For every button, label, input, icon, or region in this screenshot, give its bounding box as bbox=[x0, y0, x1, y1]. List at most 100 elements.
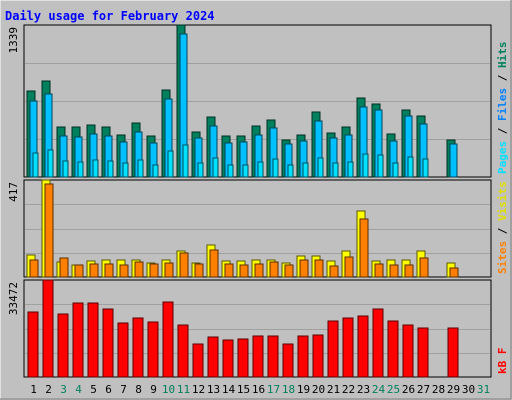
bar-sites-day-9 bbox=[149, 263, 159, 278]
bar-sites-day-5 bbox=[89, 263, 99, 278]
bar-pages-day-23 bbox=[362, 153, 369, 178]
bar-pages-day-15 bbox=[242, 164, 249, 178]
bar-kb-f-day-13 bbox=[207, 336, 219, 378]
x-tick-label-day-13: 13 bbox=[207, 383, 220, 396]
bar-sites-day-26 bbox=[404, 264, 414, 278]
x-tick-label-day-2: 2 bbox=[45, 383, 52, 396]
bar-kb-f-day-27 bbox=[417, 327, 429, 378]
legend-hits: Hits bbox=[496, 42, 509, 69]
bar-sites-day-21 bbox=[329, 265, 339, 278]
bar-sites-day-8 bbox=[134, 261, 144, 278]
bar-kb-f-day-20 bbox=[312, 334, 324, 378]
bar-kb-f-day-6 bbox=[102, 308, 114, 378]
chart-title: Daily usage for February 2024 bbox=[5, 9, 215, 23]
bar-pages-day-6 bbox=[107, 160, 114, 178]
x-tick-label-day-7: 7 bbox=[120, 383, 127, 396]
bar-sites-day-2 bbox=[44, 183, 54, 278]
x-tick-label-day-28: 28 bbox=[432, 383, 445, 396]
bar-kb-f-day-14 bbox=[222, 339, 234, 378]
bar-sites-day-1 bbox=[29, 259, 39, 278]
x-tick-label-day-31: 31 bbox=[477, 383, 490, 396]
bar-kb-f-day-23 bbox=[357, 315, 369, 378]
bar-kb-f-day-16 bbox=[252, 335, 264, 378]
legend-visits: Visits bbox=[496, 181, 509, 221]
x-tick-label-day-11: 11 bbox=[177, 383, 190, 396]
bar-sites-day-23 bbox=[359, 218, 369, 278]
bar-kb-f-day-9 bbox=[147, 321, 159, 378]
bar-kb-f-day-5 bbox=[87, 302, 99, 378]
x-tick-label-day-5: 5 bbox=[90, 383, 97, 396]
bar-sites-day-11 bbox=[179, 252, 189, 278]
x-tick-label-day-1: 1 bbox=[30, 383, 37, 396]
bar-pages-day-12 bbox=[197, 162, 204, 178]
bar-kb-f-day-24 bbox=[372, 308, 384, 378]
bar-kb-f-day-26 bbox=[402, 324, 414, 378]
bar-sites-day-25 bbox=[389, 264, 399, 278]
bar-sites-day-24 bbox=[374, 263, 384, 278]
bar-sites-day-16 bbox=[254, 263, 264, 278]
panel-max-label: 1339 bbox=[7, 27, 20, 54]
x-tick-label-day-3: 3 bbox=[60, 383, 67, 396]
bar-sites-day-13 bbox=[209, 249, 219, 278]
bar-pages-day-5 bbox=[92, 159, 99, 178]
x-tick-label-day-10: 10 bbox=[162, 383, 175, 396]
x-tick-label-day-6: 6 bbox=[105, 383, 112, 396]
x-tick-label-day-30: 30 bbox=[462, 383, 475, 396]
x-tick-label-day-12: 12 bbox=[192, 383, 205, 396]
bar-pages-day-27 bbox=[422, 158, 429, 178]
bar-pages-day-17 bbox=[272, 158, 279, 178]
bar-sites-day-17 bbox=[269, 261, 279, 278]
x-tick-label-day-17: 17 bbox=[267, 383, 280, 396]
bar-pages-day-7 bbox=[122, 162, 129, 178]
legend-separator: / bbox=[496, 221, 509, 241]
bar-sites-day-19 bbox=[299, 259, 309, 278]
bar-pages-day-8 bbox=[137, 159, 144, 178]
bar-pages-day-4 bbox=[77, 161, 84, 178]
bar-pages-day-13 bbox=[212, 157, 219, 178]
legend-files: Files bbox=[496, 88, 509, 121]
bar-kb-f-day-12 bbox=[192, 343, 204, 378]
bar-pages-day-25 bbox=[392, 162, 399, 178]
x-tick-label-day-14: 14 bbox=[222, 383, 236, 396]
panel-legend: Pages / Files / Hits bbox=[496, 42, 509, 175]
bar-kb-f-day-7 bbox=[117, 322, 129, 378]
bar-sites-day-12 bbox=[194, 263, 204, 278]
bar-sites-day-7 bbox=[119, 264, 129, 278]
bar-sites-day-22 bbox=[344, 256, 354, 278]
bar-kb-f-day-8 bbox=[132, 317, 144, 378]
bar-sites-day-3 bbox=[59, 257, 69, 278]
bar-sites-day-14 bbox=[224, 263, 234, 278]
bar-kb-f-day-2 bbox=[42, 279, 54, 378]
bar-sites-day-27 bbox=[419, 257, 429, 278]
x-tick-label-day-8: 8 bbox=[135, 383, 142, 396]
bar-pages-day-24 bbox=[377, 154, 384, 178]
bar-pages-day-9 bbox=[152, 164, 159, 178]
bar-kb-f-day-11 bbox=[177, 324, 189, 378]
x-tick-label-day-29: 29 bbox=[447, 383, 460, 396]
bar-pages-day-11 bbox=[182, 144, 189, 178]
panel-kbytes: 33472 kB F bbox=[7, 279, 509, 378]
x-tick-label-day-25: 25 bbox=[387, 383, 400, 396]
bar-pages-day-21 bbox=[332, 162, 339, 178]
bar-sites-day-10 bbox=[164, 262, 174, 278]
bar-kb-f-day-17 bbox=[267, 335, 279, 378]
bar-pages-day-10 bbox=[167, 150, 174, 178]
bar-kb-f-day-22 bbox=[342, 317, 354, 378]
panel-legend: Sites / Visits bbox=[496, 181, 509, 274]
bar-pages-day-20 bbox=[317, 157, 324, 178]
bar-pages-day-14 bbox=[227, 164, 234, 178]
bar-pages-day-19 bbox=[302, 162, 309, 178]
bar-pages-day-2 bbox=[47, 149, 54, 178]
bar-pages-day-18 bbox=[287, 164, 294, 178]
bar-kb-f-day-4 bbox=[72, 302, 84, 378]
panel-max-label: 33472 bbox=[7, 282, 20, 315]
x-tick-label-day-15: 15 bbox=[237, 383, 250, 396]
bar-sites-day-4 bbox=[74, 264, 84, 278]
x-axis-labels: 1 2 3 4 5 6 7 8 9 10 11 12 13 14 15 16 17 18 19 20 21 22 23 24 2… bbox=[30, 383, 490, 396]
panel-legend: kB F bbox=[496, 348, 509, 375]
x-tick-label-day-21: 21 bbox=[327, 383, 340, 396]
x-tick-label-day-9: 9 bbox=[150, 383, 157, 396]
bar-pages-day-22 bbox=[347, 161, 354, 178]
legend-separator: / bbox=[496, 121, 509, 141]
